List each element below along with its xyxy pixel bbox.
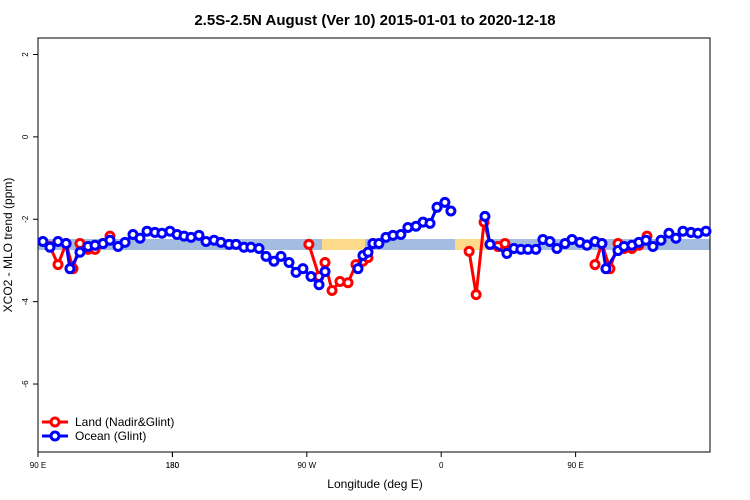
reference-band-land [455, 239, 491, 250]
data-point [326, 285, 338, 297]
data-point [544, 235, 556, 247]
data-point [319, 266, 331, 278]
data-point [581, 239, 593, 251]
data-point [530, 243, 542, 255]
data-point [463, 245, 475, 257]
data-point [373, 238, 385, 250]
legend-label: Land (Nadir&Glint) [75, 415, 174, 429]
data-point [342, 277, 354, 289]
legend-marker [49, 416, 61, 428]
data-point [600, 263, 612, 275]
data-point [319, 257, 331, 269]
x-tick-label: 0 [439, 461, 444, 470]
data-point [275, 250, 287, 262]
data-point [424, 217, 436, 229]
data-point [640, 234, 652, 246]
reference-band-land [322, 239, 365, 250]
x-tick-label: 90 W [297, 461, 316, 470]
chart-title: 2.5S-2.5N August (Ver 10) 2015-01-01 to … [194, 12, 555, 29]
data-point [439, 196, 451, 208]
y-tick-label: -4 [21, 298, 30, 306]
data-point [64, 263, 76, 275]
data-point [647, 240, 659, 252]
data-point [596, 238, 608, 250]
data-point [362, 246, 374, 258]
data-point [193, 229, 205, 241]
data-point [470, 289, 482, 301]
data-point [260, 250, 272, 262]
data-point [352, 263, 364, 275]
data-point [305, 271, 317, 283]
data-point [501, 247, 513, 259]
data-point [104, 234, 116, 246]
plot-frame [37, 37, 711, 453]
y-tick-label: 0 [21, 134, 30, 139]
data-point [700, 225, 712, 237]
legend-label: Ocean (Glint) [75, 429, 146, 443]
y-tick-label: 2 [21, 52, 30, 57]
data-point [663, 227, 675, 239]
y-tick-label: -6 [21, 380, 30, 388]
data-point [297, 263, 309, 275]
data-point [484, 238, 496, 250]
data-point [44, 241, 56, 253]
data-point [431, 201, 443, 213]
y-tick-label: -2 [21, 215, 30, 223]
x-tick-label: 90 E [30, 461, 46, 470]
data-point [499, 238, 511, 250]
data-point [74, 246, 86, 258]
x-axis-label: Longitude (deg E) [327, 477, 422, 491]
data-point [589, 259, 601, 271]
data-point [313, 279, 325, 291]
data-point [655, 234, 667, 246]
data-point [303, 238, 315, 250]
data-point [52, 259, 64, 271]
x-tick-label: 180 [166, 461, 180, 470]
data-point [670, 232, 682, 244]
data-point [395, 228, 407, 240]
data-point [445, 205, 457, 217]
data-point [253, 243, 265, 255]
legend-marker [49, 430, 61, 442]
data-point [551, 243, 563, 255]
data-point [268, 255, 280, 267]
data-point [479, 210, 491, 222]
y-axis-label: XCO2 - MLO trend (ppm) [1, 178, 15, 313]
data-point [37, 235, 49, 247]
data-point [119, 236, 131, 248]
data-point [134, 232, 146, 244]
x-tick-label: 90 E [567, 461, 583, 470]
data-point [60, 238, 72, 250]
x-tick-label: 180 [166, 461, 180, 470]
data-point [283, 257, 295, 269]
